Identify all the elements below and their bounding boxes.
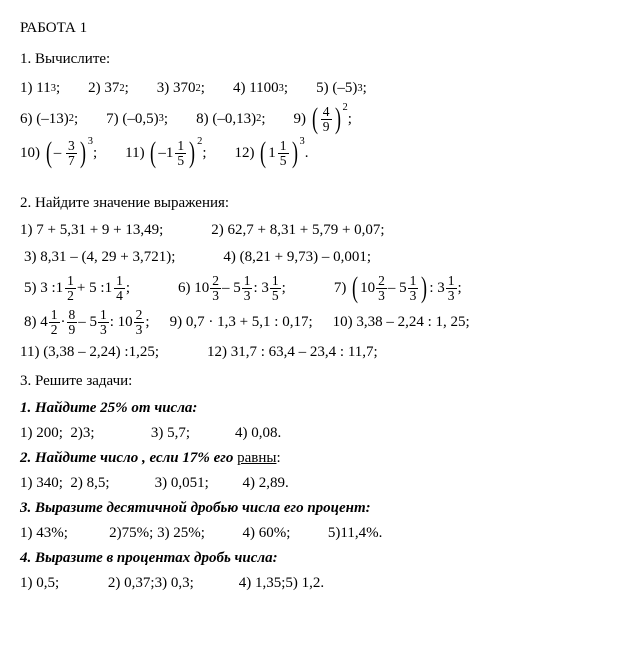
problem-2: 2. Найдите значение выражения: 1) 7 + 5,… xyxy=(20,193,624,363)
problem-3: 3. Решите задачи: 1. Найдите 25% от числ… xyxy=(20,371,624,594)
p1-i3: 3) 3702; xyxy=(157,78,205,99)
p1-i9: 9) (49)2; xyxy=(294,105,352,133)
p1-i12: 12) (115)3. xyxy=(235,139,309,167)
p1-row1: 1) 113; 2) 372; 3) 3702; 4) 11003; 5) (–… xyxy=(20,78,624,99)
p2-i11: 11) (3,38 – 2,24) :1,25; xyxy=(20,342,159,363)
p3-s2-heading: 2. Найдите число , если 17% его равны: xyxy=(20,448,624,469)
p3-s3-heading: 3. Выразите десятичной дробью числа его … xyxy=(20,498,624,519)
p1-row2: 6) (–13)2 ; 7) (–0,5)3 ; 8) (–0,13)2 ; 9… xyxy=(20,105,624,133)
p2-row2: 3) 8,31 – (4, 29 + 3,721); 4) (8,21 + 9,… xyxy=(20,247,624,268)
problem-1: 1. Вычислите: 1) 113; 2) 372; 3) 3702; 4… xyxy=(20,49,624,167)
p1-i8: 8) (–0,13)2 ; xyxy=(196,109,265,130)
p2-i8: 8) 412 · 89 – 513 : 1023; xyxy=(24,308,150,336)
p2-i2: 2) 62,7 + 8,31 + 5,79 + 0,07; xyxy=(211,220,384,241)
p2-i4: 4) (8,21 + 9,73) – 0,001; xyxy=(223,247,371,268)
p2-i6: 6) 1023 – 513 : 315; xyxy=(178,274,286,302)
p3-heading: 3. Решите задачи: xyxy=(20,371,624,392)
p2-i7: 7) (1023 – 513) : 313; xyxy=(334,274,462,302)
p2-i12: 12) 31,7 : 63,4 – 23,4 : 11,7; xyxy=(207,342,378,363)
p2-i9: 9) 0,7 · 1,3 + 5,1 : 0,17; xyxy=(170,312,313,333)
p1-i11: 11) (–115)2; xyxy=(125,139,206,167)
p2-i1: 1) 7 + 5,31 + 9 + 13,49; xyxy=(20,220,163,241)
p2-i10: 10) 3,38 – 2,24 : 1, 25; xyxy=(333,312,470,333)
p2-row1: 1) 7 + 5,31 + 9 + 13,49; 2) 62,7 + 8,31 … xyxy=(20,220,624,241)
p2-heading: 2. Найдите значение выражения: xyxy=(20,193,624,214)
p1-i6: 6) (–13)2 ; xyxy=(20,109,78,130)
work-title: РАБОТА 1 xyxy=(20,18,624,39)
p3-s3-items: 1) 43%; 2)75%; 3) 25%; 4) 60%; 5)11,4%. xyxy=(20,523,624,544)
p1-heading: 1. Вычислите: xyxy=(20,49,624,70)
p2-row5: 11) (3,38 – 2,24) :1,25; 12) 31,7 : 63,4… xyxy=(20,342,624,363)
p2-row3: 5) 3 : 112 + 5 : 114; 6) 1023 – 513 : 31… xyxy=(20,274,624,302)
p1-i1: 1) 113; xyxy=(20,78,60,99)
p2-i3: 3) 8,31 – (4, 29 + 3,721); xyxy=(24,247,175,268)
p1-i5: 5) (–5)3 ; xyxy=(316,78,367,99)
p3-s1-items: 1) 200; 2)3; 3) 5,7; 4) 0,08. xyxy=(20,423,624,444)
p1-i2: 2) 372; xyxy=(88,78,129,99)
p1-row3: 10) (– 37)3; 11) (–115)2; 12) (115)3. xyxy=(20,139,624,167)
p3-s1-heading: 1. Найдите 25% от числа: xyxy=(20,398,624,419)
p1-i10: 10) (– 37)3; xyxy=(20,139,97,167)
p2-row4: 8) 412 · 89 – 513 : 1023; 9) 0,7 · 1,3 +… xyxy=(20,308,624,336)
p1-i7: 7) (–0,5)3 ; xyxy=(106,109,168,130)
p3-s2-items: 1) 340; 2) 8,5; 3) 0,051; 4) 2,89. xyxy=(20,473,624,494)
p3-s4-heading: 4. Выразите в процентах дробь числа: xyxy=(20,548,624,569)
p1-i4: 4) 11003; xyxy=(233,78,288,99)
p3-s4-items: 1) 0,5; 2) 0,37;3) 0,3; 4) 1,35;5) 1,2. xyxy=(20,573,624,594)
p2-i5: 5) 3 : 112 + 5 : 114; xyxy=(24,274,130,302)
